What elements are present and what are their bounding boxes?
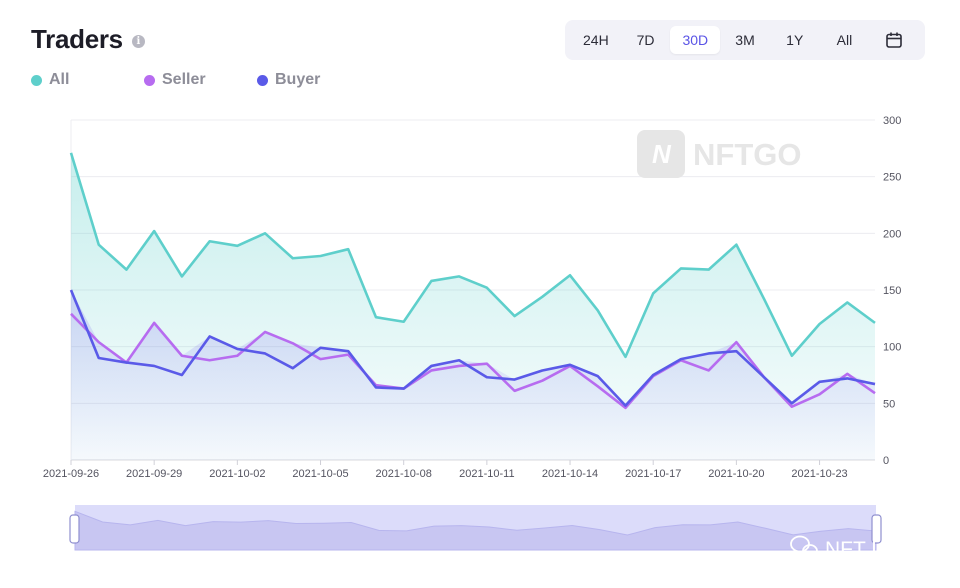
x-tick-label: 2021-09-26 <box>43 468 99 480</box>
wechat-watermark-text: NFT Labs <box>825 538 917 561</box>
zoom-handle-right[interactable] <box>871 514 882 544</box>
x-tick-label: 2021-10-23 <box>791 468 847 480</box>
legend-dot-all <box>31 74 42 86</box>
x-tick-label: 2021-10-17 <box>625 468 681 480</box>
chart-legend: All Seller Buyer <box>31 71 320 89</box>
area-seller-buyer <box>71 290 875 460</box>
legend-label-buyer: Buyer <box>275 71 321 88</box>
nftgo-logo-mark: N <box>652 139 672 169</box>
legend-dot-buyer <box>257 74 268 86</box>
legend-item-buyer[interactable]: Buyer <box>257 71 320 89</box>
range-3m-button[interactable]: 3M <box>735 32 755 48</box>
calendar-icon[interactable] <box>869 26 919 54</box>
range-1y-button[interactable]: 1Y <box>786 32 804 48</box>
zoom-handle-left[interactable] <box>69 514 80 544</box>
x-tick-label: 2021-10-20 <box>708 468 764 480</box>
y-tick-label: 300 <box>883 115 901 127</box>
page-title: Traders <box>31 24 123 54</box>
legend-dot-seller <box>144 74 155 86</box>
y-tick-label: 150 <box>883 285 901 297</box>
info-icon[interactable]: i <box>131 35 145 48</box>
range-all-button[interactable]: All <box>836 32 853 48</box>
x-tick-label: 2021-10-14 <box>542 468 598 480</box>
range-7d-button[interactable]: 7D <box>636 32 655 48</box>
zoom-slider-preview <box>74 510 877 551</box>
x-tick-label: 2021-10-02 <box>209 468 265 480</box>
range-24h-button[interactable]: 24H <box>583 32 609 48</box>
wechat-icon <box>790 535 810 553</box>
y-tick-label: 0 <box>883 455 889 467</box>
series-line-all[interactable] <box>69 152 876 359</box>
legend-item-seller[interactable]: Seller <box>144 71 257 89</box>
legend-label-all: All <box>49 71 70 88</box>
series-line-seller[interactable] <box>70 312 876 410</box>
nftgo-watermark-text: NFTGO <box>693 137 802 172</box>
y-tick-label: 100 <box>883 342 901 354</box>
series-line-buyer[interactable] <box>69 289 876 407</box>
wechat-icon-secondary <box>802 544 818 558</box>
y-tick-label: 200 <box>883 228 901 240</box>
chart-header: Traders i <box>31 24 145 55</box>
x-tick-label: 2021-10-08 <box>376 468 432 480</box>
nftgo-logo-icon <box>637 130 685 178</box>
y-tick-label: 50 <box>883 398 895 410</box>
legend-item-all[interactable]: All <box>31 71 144 89</box>
time-range-selector: 24H 7D 30D 3M 1Y All <box>565 20 925 60</box>
y-tick-label: 250 <box>883 172 901 184</box>
legend-label-seller: Seller <box>162 71 206 88</box>
x-tick-label: 2021-10-05 <box>292 468 348 480</box>
range-30d-button[interactable]: 30D <box>670 26 721 54</box>
x-tick-label: 2021-10-11 <box>459 468 514 480</box>
x-tick-label: 2021-09-29 <box>126 468 182 480</box>
